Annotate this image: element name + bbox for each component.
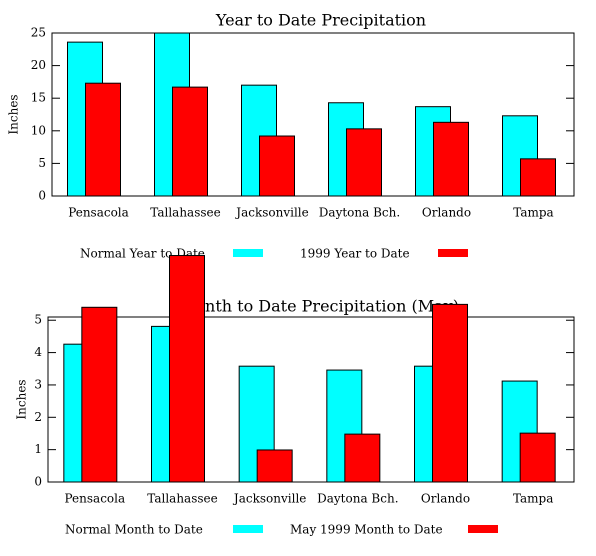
chart-title: Month to Date Precipitation (May)	[179, 297, 459, 316]
x-tick-label: Tallahassee	[147, 492, 217, 506]
plot-frame	[47, 316, 575, 483]
x-tick-label: Orlando	[422, 206, 471, 220]
y-tick-label: 20	[31, 58, 46, 72]
legend-label: Normal Month to Date	[65, 523, 203, 537]
y-tick-label: 10	[31, 123, 46, 137]
legend-swatch	[233, 249, 263, 257]
legend-swatch	[233, 525, 263, 533]
x-tick-label: Daytona Bch.	[319, 206, 400, 220]
legend-swatch	[438, 249, 468, 257]
bar	[344, 433, 381, 483]
x-tick-label: Tampa	[513, 206, 553, 220]
y-tick-label: 0	[38, 189, 46, 203]
y-axis-label: Inches	[7, 94, 21, 134]
x-tick-label: Pensacola	[65, 492, 126, 506]
bar	[81, 306, 118, 483]
y-tick-label: 1	[34, 442, 42, 456]
bar	[85, 82, 121, 197]
bar	[520, 158, 556, 197]
bar	[172, 86, 208, 197]
y-tick-label: 2	[34, 410, 42, 424]
y-tick-label: 0	[34, 475, 42, 489]
chart-title: Year to Date Precipitation	[215, 11, 426, 30]
bar	[169, 255, 205, 483]
y-tick-label: 4	[34, 345, 42, 359]
x-tick-label: Tallahassee	[150, 206, 220, 220]
x-tick-label: Jacksonville	[234, 206, 308, 220]
bar	[433, 121, 469, 197]
plot-frame	[51, 32, 575, 197]
y-tick-label: 5	[38, 156, 46, 170]
bar	[519, 432, 556, 483]
legend-label: 1999 Year to Date	[300, 247, 410, 261]
y-tick-label: 25	[31, 26, 46, 40]
legend-swatch	[468, 525, 498, 533]
bar	[432, 303, 468, 483]
x-tick-label: Daytona Bch.	[317, 492, 398, 506]
legend-label: May 1999 Month to Date	[290, 523, 443, 537]
y-tick-label: 3	[34, 377, 42, 391]
bar	[259, 135, 295, 197]
y-axis-label: Inches	[15, 379, 29, 419]
y-tick-label: 5	[34, 313, 42, 327]
y-tick-label: 15	[31, 91, 46, 105]
x-tick-label: Tampa	[513, 492, 553, 506]
x-tick-label: Jacksonville	[232, 492, 306, 506]
x-tick-label: Pensacola	[68, 206, 129, 220]
bar	[256, 449, 293, 483]
x-tick-label: Orlando	[421, 492, 470, 506]
bar	[346, 128, 382, 197]
